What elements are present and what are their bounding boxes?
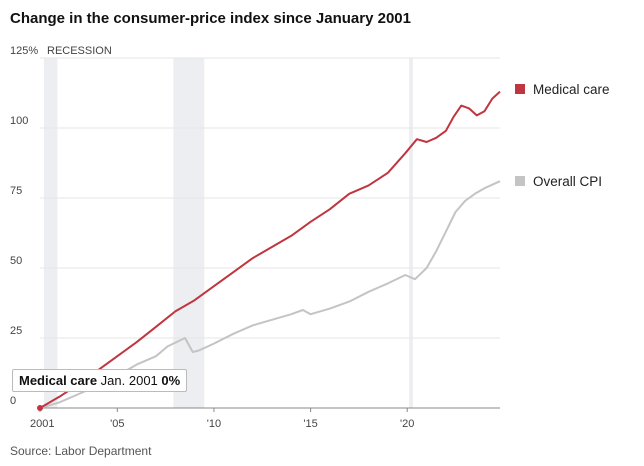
- source-note: Source: Labor Department: [10, 444, 152, 458]
- series-line-medical-care: [39, 90, 501, 409]
- x-axis-tick-labels: 2001 '05 '10 '15 '20: [30, 408, 414, 430]
- recession-band: [173, 58, 205, 408]
- legend: Medical care Overall CPI: [515, 82, 610, 189]
- legend-swatch: [515, 84, 525, 94]
- y-tick-label: 100: [10, 115, 28, 127]
- hover-marker: [37, 405, 43, 411]
- legend-label: Medical care: [533, 82, 610, 97]
- y-tick-label: 50: [10, 255, 22, 267]
- y-axis-tick-labels: 0 25 50 75 100 125% RECESSION: [10, 45, 112, 407]
- recession-label: RECESSION: [47, 45, 112, 57]
- tooltip: Medical care Jan. 2001 0%: [12, 369, 188, 392]
- chart-title: Change in the consumer-price index since…: [10, 10, 411, 27]
- recession-bands: [43, 58, 414, 408]
- tooltip-value: 0%: [161, 373, 181, 388]
- x-tick-label: '05: [110, 418, 124, 430]
- y-tick-label: 75: [10, 185, 22, 197]
- x-tick-label: '10: [207, 418, 221, 430]
- recession-band: [409, 58, 414, 408]
- y-tick-label: 125%: [10, 45, 38, 57]
- x-tick-label: '20: [400, 418, 414, 430]
- tooltip-date: Jan. 2001: [100, 373, 158, 388]
- legend-label: Overall CPI: [533, 174, 602, 189]
- gridlines: [40, 57, 500, 409]
- x-tick-label: '15: [303, 418, 317, 430]
- x-tick-label: 2001: [30, 418, 54, 430]
- legend-swatch: [515, 176, 525, 186]
- recession-band: [43, 58, 58, 408]
- series-lines: [39, 90, 501, 409]
- y-tick-label: 0: [10, 395, 16, 407]
- series-line-overall-cpi: [39, 180, 501, 409]
- tooltip-series: Medical care: [19, 373, 98, 388]
- y-tick-label: 25: [10, 325, 22, 337]
